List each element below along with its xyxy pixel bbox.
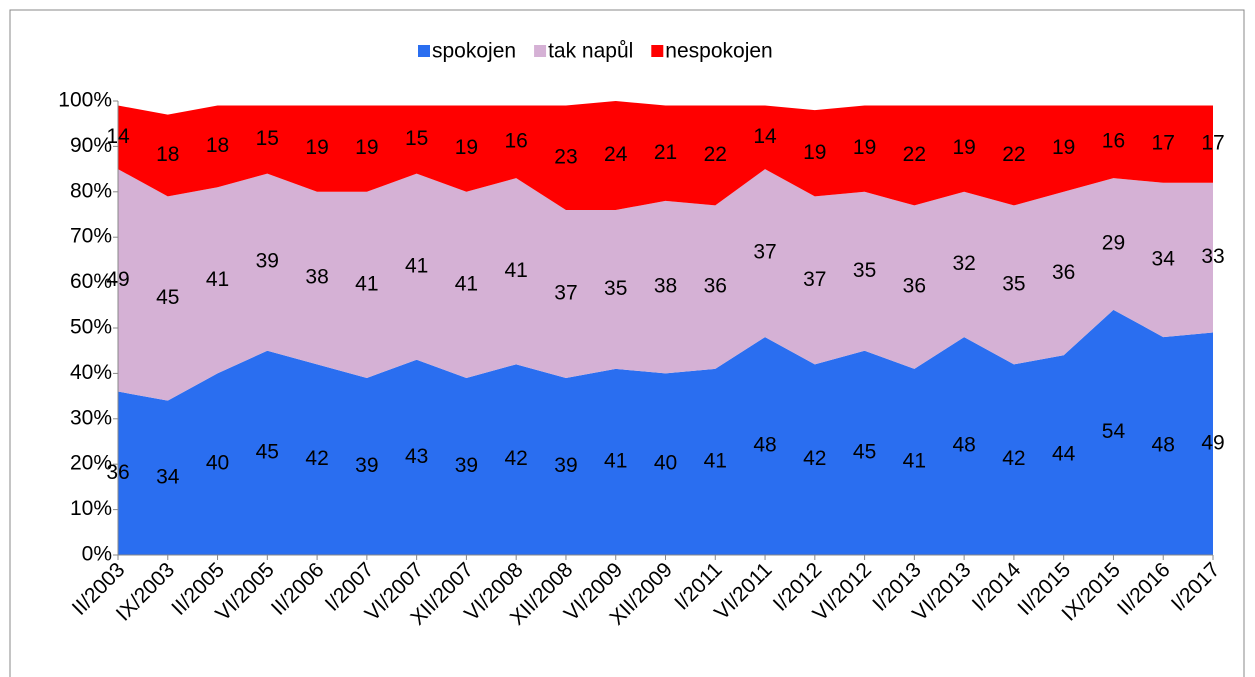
data-label: 22 <box>704 143 727 166</box>
y-tick-label: 100% <box>58 89 112 112</box>
y-tick-label: 40% <box>70 361 112 384</box>
data-label: 41 <box>604 449 627 472</box>
y-tick-label: 90% <box>70 134 112 157</box>
data-label: 41 <box>455 272 478 295</box>
data-label: 29 <box>1102 232 1125 255</box>
data-label: 41 <box>405 254 428 277</box>
legend-label: nespokojen <box>665 40 772 63</box>
data-label: 22 <box>1002 143 1025 166</box>
data-label: 42 <box>505 447 528 470</box>
data-label: 15 <box>256 127 279 150</box>
data-label: 45 <box>853 440 876 463</box>
area <box>118 101 1213 210</box>
data-label: 45 <box>156 286 179 309</box>
data-label: 35 <box>1002 272 1025 295</box>
data-label: 48 <box>952 434 975 457</box>
data-label: 32 <box>952 252 975 275</box>
data-label: 54 <box>1102 420 1126 443</box>
y-tick-label: 70% <box>70 225 112 248</box>
y-tick-label: 20% <box>70 452 112 475</box>
data-label: 18 <box>206 134 229 157</box>
legend-label: tak napůl <box>548 40 633 63</box>
data-label: 43 <box>405 445 428 468</box>
data-label: 19 <box>455 136 478 159</box>
chart-border <box>9 9 1245 677</box>
data-label: 39 <box>455 454 478 477</box>
data-label: 37 <box>803 268 826 291</box>
data-label: 45 <box>256 440 279 463</box>
area <box>118 309 1213 555</box>
data-label: 15 <box>405 127 428 150</box>
data-label: 19 <box>1052 136 1075 159</box>
y-tick-label: 60% <box>70 270 112 293</box>
y-tick-label: 30% <box>70 406 112 429</box>
data-label: 40 <box>206 452 229 475</box>
data-label: 44 <box>1052 443 1076 466</box>
data-label: 36 <box>903 275 926 298</box>
y-tick-label: 0% <box>82 543 112 566</box>
data-label: 33 <box>1201 245 1224 268</box>
data-label: 19 <box>803 141 826 164</box>
data-label: 48 <box>1152 434 1175 457</box>
data-label: 19 <box>853 136 876 159</box>
data-label: 19 <box>952 136 975 159</box>
data-label: 19 <box>305 136 328 159</box>
data-label: 41 <box>505 259 528 282</box>
data-label: 36 <box>704 275 727 298</box>
data-label: 38 <box>654 275 677 298</box>
data-label: 39 <box>554 454 577 477</box>
data-label: 41 <box>903 449 926 472</box>
data-label: 35 <box>853 259 876 282</box>
data-label: 39 <box>355 454 378 477</box>
data-label: 41 <box>206 268 229 291</box>
legend-swatch <box>651 45 664 57</box>
legend-swatch <box>418 45 430 57</box>
data-label: 41 <box>704 449 727 472</box>
y-tick-label: 80% <box>70 179 112 202</box>
data-label: 42 <box>305 447 328 470</box>
data-label: 16 <box>1102 129 1125 152</box>
data-label: 22 <box>903 143 926 166</box>
data-label: 48 <box>753 434 776 457</box>
x-tick-label: II/2006 <box>267 558 329 620</box>
data-label: 41 <box>355 272 378 295</box>
y-tick-label: 10% <box>70 497 112 520</box>
legend-swatch <box>534 45 547 57</box>
data-label: 34 <box>1152 247 1176 270</box>
data-label: 16 <box>505 129 528 152</box>
data-label: 23 <box>554 145 577 168</box>
data-label: 14 <box>753 125 777 148</box>
area <box>118 169 1213 401</box>
data-label: 40 <box>654 452 677 475</box>
data-label: 24 <box>604 143 628 166</box>
data-label: 17 <box>1152 132 1175 155</box>
data-label: 35 <box>604 277 627 300</box>
legend-label: spokojen <box>432 40 516 63</box>
data-label: 37 <box>554 281 577 304</box>
data-label: 38 <box>305 266 328 289</box>
data-label: 37 <box>753 241 776 264</box>
data-label: 18 <box>156 143 179 166</box>
x-tick-label: II/2016 <box>1113 558 1175 620</box>
data-label: 39 <box>256 250 279 273</box>
data-label: 17 <box>1201 132 1224 155</box>
data-label: 34 <box>156 465 180 488</box>
data-label: 36 <box>1052 261 1075 284</box>
data-label: 42 <box>803 447 826 470</box>
data-label: 21 <box>654 141 677 164</box>
x-tick-label: I/2017 <box>1167 558 1225 616</box>
data-label: 49 <box>1201 431 1224 454</box>
y-tick-label: 50% <box>70 316 112 339</box>
data-label: 42 <box>1002 447 1025 470</box>
data-label: 19 <box>355 136 378 159</box>
